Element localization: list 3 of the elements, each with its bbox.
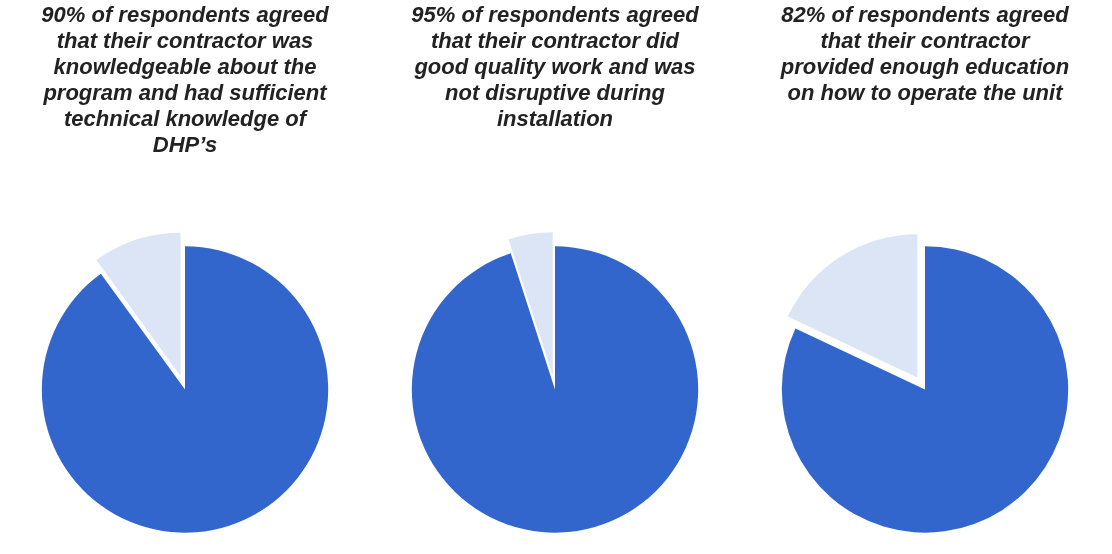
- chart-title: 82% of respondents agreed that their contractor provided enough education on how to operate the unit: [779, 2, 1071, 107]
- chart-title: 95% of respondents agreed that their contractor did good quality work and was not disruptive during installation: [410, 2, 700, 133]
- chart-title: 90% of respondents agreed that their contractor was knowledgeable about the program and had sufficient technical knowledge of DHP’s: [40, 2, 330, 159]
